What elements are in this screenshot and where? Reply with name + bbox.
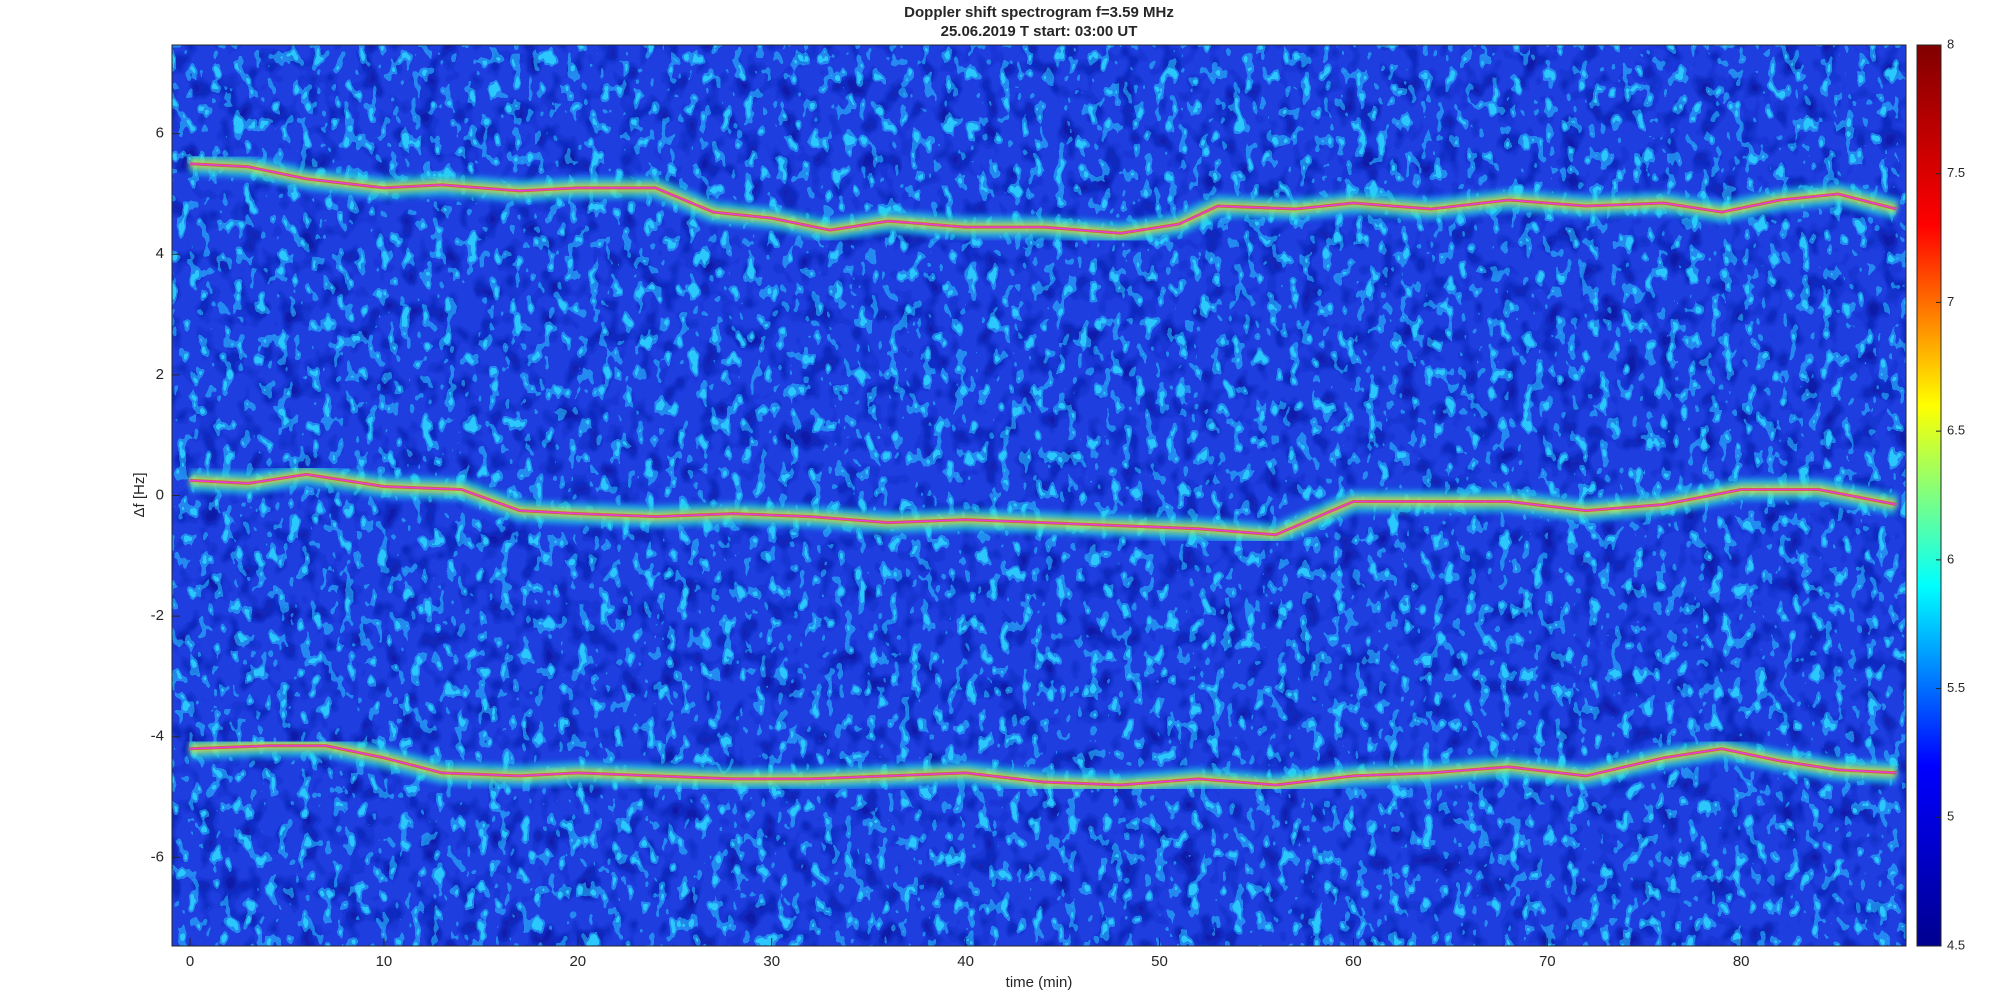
chart-subtitle: 25.06.2019 T start: 03:00 UT [941,23,1138,40]
x-tick-label: 50 [1151,953,1168,970]
colorbar-tick-label: 6 [1947,551,1954,566]
y-tick-label: 0 [156,486,164,503]
x-tick-label: 30 [763,953,780,970]
y-tick-label: 4 [156,245,164,262]
chart-title: Doppler shift spectrogram f=3.59 MHz [904,4,1174,21]
y-tick-label: -6 [151,848,164,865]
trace-line [189,473,1897,536]
y-tick-label: 2 [156,366,164,383]
x-tick-label: 80 [1733,953,1750,970]
y-tick-label: -2 [151,607,164,624]
colorbar-tick-label: 4.5 [1947,937,1965,952]
colorbar [1916,44,1942,947]
colorbar-tick-label: 8 [1947,36,1954,51]
x-tick-label: 20 [569,953,586,970]
trace-line [189,745,1897,786]
y-axis-label: Δf [Hz] [131,472,148,517]
plot-area [172,45,1906,946]
x-tick-label: 70 [1539,953,1556,970]
x-tick-label: 0 [186,953,194,970]
colorbar-tick-label: 6.5 [1947,423,1965,438]
x-axis-label: time (min) [1006,974,1073,991]
x-tick-label: 60 [1345,953,1362,970]
x-tick-label: 10 [376,953,393,970]
y-tick-label: 6 [156,125,164,142]
colorbar-tick-label: 5 [1947,809,1954,824]
colorbar-tick-label: 7.5 [1947,165,1965,180]
colorbar-tick-label: 5.5 [1947,680,1965,695]
x-tick-label: 40 [957,953,974,970]
trace-line [189,163,1897,234]
colorbar-tick-label: 7 [1947,294,1954,309]
y-tick-label: -4 [151,728,164,745]
